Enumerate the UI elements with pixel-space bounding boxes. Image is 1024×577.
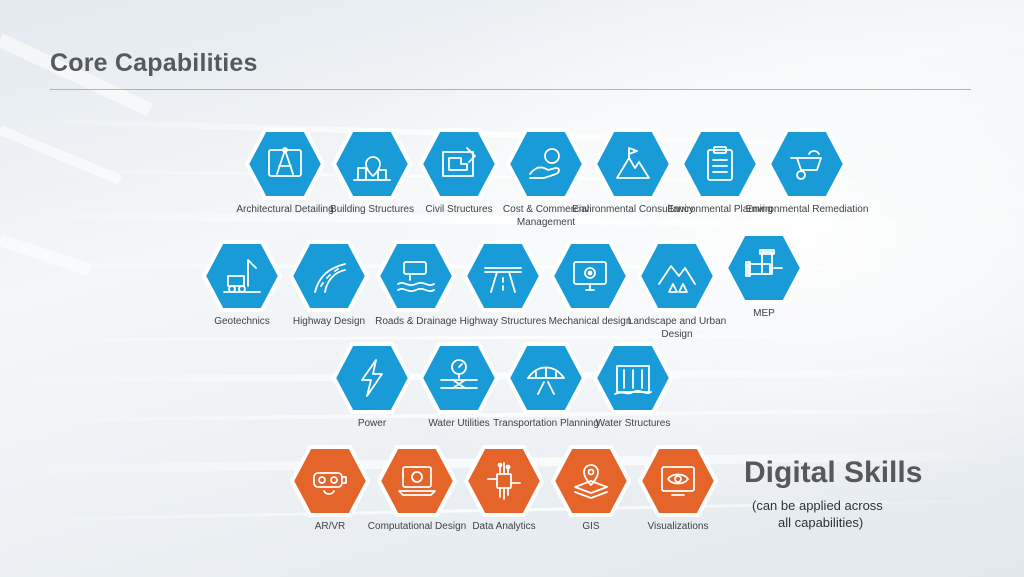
- hexagon-tile: [767, 128, 847, 200]
- highway-overpass-icon: [483, 256, 523, 296]
- digital-skills-subtitle-line1: (can be applied across: [752, 498, 883, 513]
- capability-mep: MEP: [714, 232, 814, 342]
- capability-label: MEP: [753, 308, 775, 319]
- hexagon-tile: [680, 128, 760, 200]
- wheelbarrow-icon: [787, 144, 827, 184]
- hexagon-tile: [376, 240, 456, 312]
- capability-label: Water Structures: [595, 418, 671, 429]
- capability-environmental-consultancy: Environmental Consultancy: [572, 128, 694, 238]
- capability-architectural-detailing: Architectural Detailing: [235, 128, 335, 238]
- hexagon-tile: [332, 342, 412, 414]
- capability-label: Landscape and Urban Design: [627, 316, 727, 340]
- capability-water-structures: Water Structures: [583, 342, 683, 452]
- curved-road-icon: [309, 256, 349, 296]
- page-title: Core Capabilities: [50, 49, 258, 77]
- capability-computational-design: Computational Design: [367, 445, 467, 555]
- dam-icon: [613, 358, 653, 398]
- hexagon-tile: [289, 240, 369, 312]
- capability-label: Data Analytics: [472, 521, 536, 532]
- capability-mechanical-design: Mechanical design: [540, 240, 640, 350]
- hexagon-tile: [593, 342, 673, 414]
- eye-screen-icon: [658, 461, 698, 501]
- capability-cost-and-commercial-management: Cost & Commercial Management: [496, 128, 596, 238]
- capability-ar-vr: AR/VR: [280, 445, 380, 555]
- digital-skills-subtitle-line2: all capabilities): [778, 515, 864, 530]
- capability-label: Visualizations: [647, 521, 709, 532]
- capability-label: GIS: [582, 521, 600, 532]
- hexagon-tile: [551, 445, 631, 517]
- blueprint-compass-icon: [265, 144, 305, 184]
- building-location-pin-icon: [352, 144, 392, 184]
- capability-civil-structures: Civil Structures: [409, 128, 509, 238]
- capability-gis: GIS: [541, 445, 641, 555]
- hexagon-tile: [419, 128, 499, 200]
- capability-label: Transportation Planning: [493, 418, 599, 429]
- map-pin-layers-icon: [571, 461, 611, 501]
- hexagon-tile: [724, 232, 804, 304]
- capability-label: Geotechnics: [214, 316, 270, 327]
- title-divider: [50, 89, 971, 90]
- capability-label: Cost & Commercial Management: [502, 204, 590, 228]
- hexagon-tile: [637, 240, 717, 312]
- water-valve-gauge-icon: [439, 358, 479, 398]
- laptop-gear-icon: [397, 461, 437, 501]
- circuit-chip-icon: [484, 461, 524, 501]
- hexagon-tile: [638, 445, 718, 517]
- hexagon-tile: [332, 128, 412, 200]
- hexagon-tile: [464, 445, 544, 517]
- capability-environmental-planning: Environmental Planning: [667, 128, 773, 238]
- plan-drawing-icon: [439, 144, 479, 184]
- mountain-flag-icon: [613, 144, 653, 184]
- hexagon-tile: [593, 128, 673, 200]
- capability-label: Highway Design: [292, 316, 366, 327]
- pipe-fitting-icon: [744, 248, 784, 288]
- capability-label: Environmental Consultancy: [572, 204, 694, 215]
- hexagon-tile: [550, 240, 630, 312]
- bridge-road-icon: [526, 358, 566, 398]
- capability-label: Highway Structures: [459, 316, 547, 327]
- hexagon-tile: [506, 342, 586, 414]
- capability-landscape-and-urban-design: Landscape and Urban Design: [627, 240, 727, 350]
- capability-label: Environmental Planning: [667, 204, 773, 215]
- capability-roads-and-drainage: Roads & Drainage: [366, 240, 466, 350]
- capability-label: Civil Structures: [425, 204, 493, 215]
- capability-label: Architectural Detailing: [236, 204, 334, 215]
- digital-skills-title: Digital Skills: [744, 456, 923, 489]
- capability-environmental-remediation: Environmental Remediation: [746, 128, 868, 238]
- capability-label: Roads & Drainage: [375, 316, 457, 327]
- hand-coin-icon: [526, 144, 566, 184]
- capability-label: Computational Design: [367, 521, 467, 532]
- hexagon-tile: [202, 240, 282, 312]
- hexagon-tile: [506, 128, 586, 200]
- clipboard-checklist-icon: [700, 144, 740, 184]
- capability-label: Building Structures: [330, 204, 414, 215]
- capability-building-structures: Building Structures: [322, 128, 422, 238]
- capability-water-utilities: Water Utilities: [409, 342, 509, 452]
- capability-visualizations: Visualizations: [628, 445, 728, 555]
- capability-highway-structures: Highway Structures: [453, 240, 553, 350]
- capability-label: Mechanical design: [548, 316, 632, 327]
- drilling-rig-icon: [222, 256, 262, 296]
- capability-power: Power: [322, 342, 422, 452]
- capability-label: Water Utilities: [428, 418, 490, 429]
- hexagon-tile: [245, 128, 325, 200]
- capability-geotechnics: Geotechnics: [192, 240, 292, 350]
- capability-highway-design: Highway Design: [279, 240, 379, 350]
- capability-label: AR/VR: [314, 521, 346, 532]
- capability-transportation-planning: Transportation Planning: [493, 342, 599, 452]
- hexagon-tile: [377, 445, 457, 517]
- vr-headset-icon: [310, 461, 350, 501]
- drainage-pipe-icon: [396, 256, 436, 296]
- hexagon-tile: [290, 445, 370, 517]
- hexagon-tile: [419, 342, 499, 414]
- monitor-gear-icon: [570, 256, 610, 296]
- mountains-trees-icon: [657, 256, 697, 296]
- capability-label: Environmental Remediation: [745, 204, 869, 215]
- lightning-bolt-icon: [352, 358, 392, 398]
- capability-data-analytics: Data Analytics: [454, 445, 554, 555]
- capability-label: Power: [357, 418, 387, 429]
- hexagon-tile: [463, 240, 543, 312]
